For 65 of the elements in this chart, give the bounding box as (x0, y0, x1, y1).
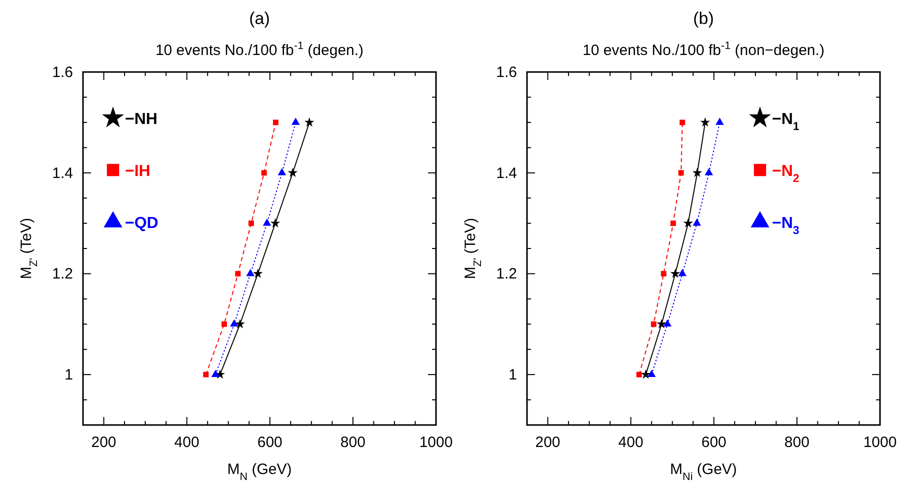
point (670, 220, 676, 226)
legend-label: −N$_{1}$ (772, 111, 800, 133)
legend-label: −N$_{3}$ (772, 215, 800, 237)
point (683, 218, 694, 228)
point (304, 117, 314, 127)
legend-label: −NH (125, 111, 158, 128)
y-tick-label: 1.2 (52, 266, 73, 283)
x-axis-title: M$_{Ni}$ (GeV) (670, 461, 737, 483)
point (680, 120, 686, 126)
point (291, 118, 300, 125)
legend-label: −N$_{2}$ (772, 163, 800, 185)
chart-title: (b) (693, 9, 714, 28)
x-tick-label: 800 (784, 434, 810, 451)
point (278, 168, 286, 176)
point (647, 370, 656, 377)
x-tick-label: 600 (257, 434, 282, 451)
point (678, 170, 684, 176)
point (716, 118, 724, 125)
point (656, 318, 666, 328)
point (288, 168, 298, 178)
chart-subtitle: 10 events No./100 fb$^{-1}$ (degen.) (155, 40, 364, 59)
x-tick-label: 400 (174, 434, 200, 451)
point (230, 319, 238, 327)
x-tick-label: 400 (618, 434, 644, 451)
chart-subtitle: 10 events No./100 fb$^{-1}$ (non−degen.) (582, 40, 824, 59)
point (261, 170, 267, 176)
x-axis-title: M$_{N}$ (GeV) (227, 461, 292, 483)
point (670, 268, 680, 278)
point (700, 117, 710, 127)
point (692, 168, 702, 178)
chart-title: (a) (249, 9, 270, 28)
point (270, 218, 280, 228)
point (203, 372, 209, 378)
point (211, 370, 220, 377)
point (272, 120, 278, 126)
point (640, 369, 651, 379)
legend-label: −QD (125, 215, 158, 232)
point (248, 220, 254, 226)
point (678, 268, 686, 276)
point (663, 319, 672, 327)
legend-label: −IH (125, 163, 150, 180)
point (692, 218, 702, 226)
y-tick-label: 1.2 (496, 266, 517, 283)
y-tick-label: 1.6 (52, 64, 73, 81)
point (252, 268, 263, 278)
y-tick-label: 1 (508, 366, 517, 384)
x-tick-label: 1000 (419, 434, 453, 451)
y-tick-label: 1 (64, 366, 73, 384)
point (704, 168, 714, 176)
x-tick-label: 200 (535, 434, 560, 451)
point (660, 270, 666, 276)
point (235, 318, 245, 328)
point (636, 372, 642, 378)
x-tick-label: 800 (340, 434, 366, 451)
y-tick-label: 1.4 (496, 164, 517, 182)
point (221, 321, 227, 327)
point (246, 268, 255, 276)
point (262, 218, 272, 226)
point (650, 321, 656, 327)
y-tick-label: 1.4 (52, 164, 73, 182)
x-tick-label: 1000 (863, 434, 897, 451)
x-tick-label: 600 (701, 434, 726, 451)
x-tick-label: 200 (91, 434, 116, 451)
y-tick-label: 1.6 (496, 64, 517, 81)
point (235, 270, 241, 276)
